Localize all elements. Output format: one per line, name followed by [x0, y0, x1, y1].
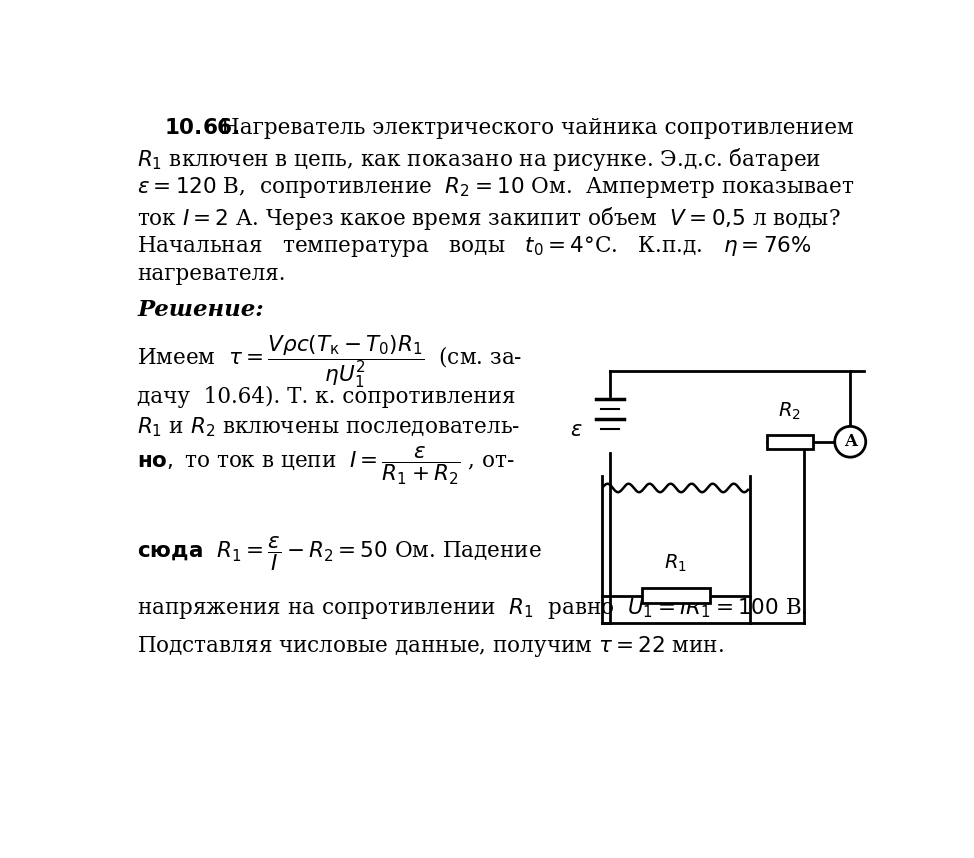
- Text: дачу  10.64). Т. к. сопротивления: дачу 10.64). Т. к. сопротивления: [137, 386, 516, 408]
- Text: напряжения на сопротивлении  $R_1$  равно  $U_1 = IR_1 = 100$ В.: напряжения на сопротивлении $R_1$ равно …: [137, 595, 808, 620]
- Text: ток $I = 2$ А. Через какое время закипит объем  $V = 0{,}5$ л воды?: ток $I = 2$ А. Через какое время закипит…: [137, 204, 841, 232]
- Circle shape: [835, 426, 866, 457]
- Text: $\mathbf{сюда}$  $R_1 = \dfrac{\varepsilon}{I} - R_2 = 50$ Ом. Падение: $\mathbf{сюда}$ $R_1 = \dfrac{\varepsilo…: [137, 535, 543, 573]
- Text: $R_1$ включен в цепь, как показано на рисунке. Э.д.с. батареи: $R_1$ включен в цепь, как показано на ри…: [137, 146, 821, 173]
- Text: $R_1$: $R_1$: [664, 553, 688, 574]
- Text: $R_1$ и $R_2$ включены последователь-: $R_1$ и $R_2$ включены последователь-: [137, 415, 520, 439]
- Bar: [767, 435, 813, 449]
- Text: нагревателя.: нагревателя.: [137, 263, 285, 285]
- Text: Решение:: Решение:: [137, 299, 264, 321]
- Text: Подставляя числовые данные, получим $\tau = 22$ мин.: Подставляя числовые данные, получим $\ta…: [137, 634, 725, 659]
- Text: $\mathbf{10.66.}$: $\mathbf{10.66.}$: [165, 117, 240, 139]
- Text: $\varepsilon$: $\varepsilon$: [571, 420, 582, 439]
- Text: $\mathbf{но},$ то ток в цепи  $I = \dfrac{\varepsilon}{R_1 + R_2}$ , от-: $\mathbf{но},$ то ток в цепи $I = \dfrac…: [137, 444, 515, 487]
- Text: $\varepsilon = 120$ В,  сопротивление  $R_2 = 10$ Ом.  Амперметр показывает: $\varepsilon = 120$ В, сопротивление $R_…: [137, 175, 854, 200]
- Text: Начальная   температура   воды   $t_0 = 4°$С.   К.п.д.   $\eta = 76\%$: Начальная температура воды $t_0 = 4°$С. …: [137, 234, 812, 259]
- Text: $R_2$: $R_2$: [778, 401, 802, 422]
- Text: Нагреватель электрического чайника сопротивлением: Нагреватель электрического чайника сопро…: [221, 117, 853, 139]
- Bar: [642, 588, 710, 603]
- Text: Имеем  $\tau = \dfrac{V\rho c(T_{\mathrm{к}} - T_0)R_1}{\eta U_1^2}$  (см. за-: Имеем $\tau = \dfrac{V\rho c(T_{\mathrm{…: [137, 334, 523, 390]
- Text: A: A: [843, 433, 857, 450]
